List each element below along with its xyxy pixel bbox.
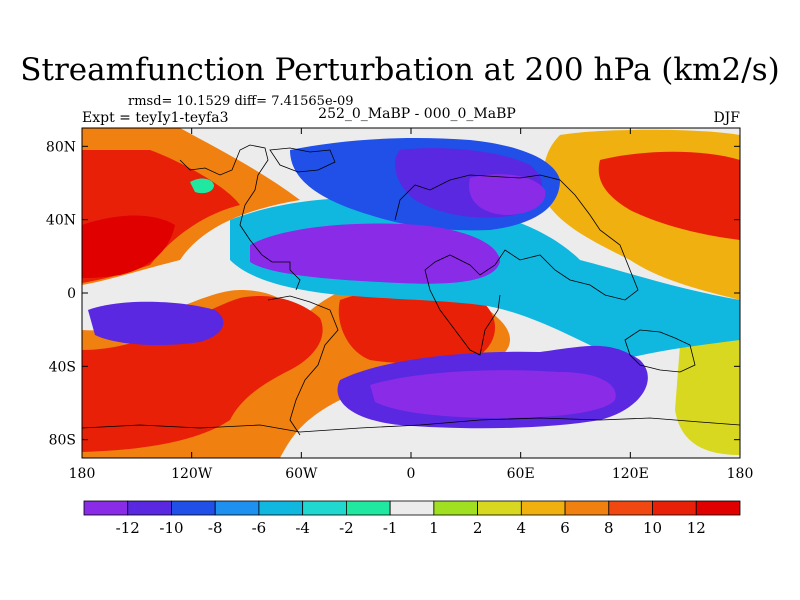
contour-deep-purple-southern-ocean xyxy=(370,370,616,418)
coastline-eurasia-africa xyxy=(394,174,639,356)
lon-tick-label: 120E xyxy=(612,466,649,482)
coastline-antarctica xyxy=(82,417,740,433)
contour-cyan-small-north xyxy=(190,178,214,194)
season-label: DJF xyxy=(713,110,740,126)
contour-negative-fields xyxy=(88,138,740,429)
colorbar-label: 1 xyxy=(429,519,439,537)
colorbar-swatch xyxy=(477,500,522,516)
colorbar-swatch xyxy=(302,500,347,516)
colorbar-label: 2 xyxy=(473,519,483,537)
colorbar-swatch xyxy=(389,500,435,516)
colorbar-label: 4 xyxy=(517,519,527,537)
contour-deep-purple-north xyxy=(469,174,546,215)
longitude-ticks: 180 120W 60W 0 60E 120E 180 xyxy=(69,128,754,482)
colorbar-swatch xyxy=(695,500,741,516)
colorbar-swatch xyxy=(652,500,697,516)
colorbar-label: -6 xyxy=(252,519,267,537)
contour-deepred-west-pacific xyxy=(82,215,175,278)
colorbar-label: -12 xyxy=(116,519,140,537)
coastline-australia xyxy=(624,329,696,373)
coastline-south-america xyxy=(267,295,339,436)
lat-tick-label: 0 xyxy=(67,286,76,302)
subtitle-label: 252_0_MaBP - 000_0_MaBP xyxy=(318,106,516,122)
contour-red-south-america xyxy=(82,296,323,452)
colorbar-swatch xyxy=(345,500,391,516)
stats-label: rmsd= 10.1529 diff= 7.41565e-09 xyxy=(128,94,354,109)
colorbar-swatch xyxy=(171,500,216,516)
contour-positive-fields xyxy=(82,128,740,458)
map-area xyxy=(82,128,740,458)
lon-tick-label: 180 xyxy=(69,466,96,482)
lat-tick-label: 80S xyxy=(49,433,76,449)
coastlines xyxy=(82,144,740,436)
colorbar-swatch xyxy=(520,500,566,516)
contour-red-africa xyxy=(338,288,495,364)
colorbar-swatch xyxy=(127,500,172,516)
coastline-north-america xyxy=(179,144,301,291)
colorbar-swatch xyxy=(433,500,479,516)
colorbar-label: -2 xyxy=(339,519,354,537)
colorbar-label: -1 xyxy=(383,519,398,537)
contour-purple-atlantic xyxy=(250,223,500,284)
lat-tick-label: 40S xyxy=(49,359,76,375)
colorbar-swatch xyxy=(564,500,610,516)
colorbar-label: -4 xyxy=(295,519,310,537)
colorbar-label: 12 xyxy=(687,519,706,537)
lon-tick-label: 60E xyxy=(507,466,535,482)
experiment-label: Expt = teyIy1-teyfa3 xyxy=(82,110,229,126)
colorbar-swatch xyxy=(608,500,653,516)
latitude-ticks: 80N 40N 0 40S 80S xyxy=(46,139,740,449)
lon-tick-label: 60W xyxy=(285,466,318,482)
contour-purple-southpacific xyxy=(88,301,224,346)
colorbar-label: -8 xyxy=(208,519,223,537)
colorbar-label: 10 xyxy=(643,519,662,537)
colorbar-swatch xyxy=(83,500,129,516)
colorbar-label: 6 xyxy=(560,519,570,537)
lat-tick-label: 40N xyxy=(46,213,76,229)
lon-tick-label: 120W xyxy=(171,466,213,482)
colorbar-swatch xyxy=(258,500,304,516)
colorbar: -12 -10 -8 -6 -4 -2 -1 1 2 4 6 8 10 12 xyxy=(83,500,741,537)
lon-tick-label: 0 xyxy=(407,466,416,482)
contour-red-northeast xyxy=(598,151,740,240)
plot-title: Streamfunction Perturbation at 200 hPa (… xyxy=(20,52,780,88)
colorbar-label: 8 xyxy=(604,519,614,537)
lat-tick-label: 80N xyxy=(46,139,76,155)
colorbar-label: -10 xyxy=(159,519,183,537)
colorbar-swatch xyxy=(214,500,260,516)
lon-tick-label: 180 xyxy=(727,466,754,482)
coastline-greenland xyxy=(269,147,336,173)
